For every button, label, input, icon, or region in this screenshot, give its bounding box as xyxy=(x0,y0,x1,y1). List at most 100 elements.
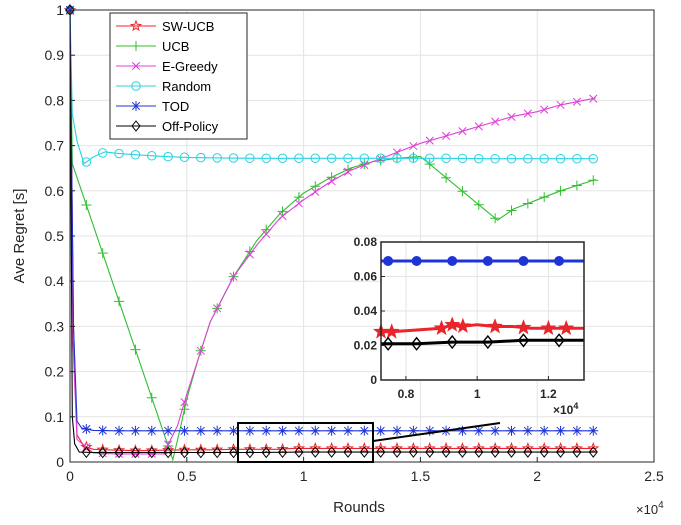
data-point-marker xyxy=(506,446,517,458)
inset-data-marker xyxy=(433,319,450,336)
data-point-marker xyxy=(293,192,304,203)
legend-entry: Random xyxy=(116,79,211,94)
data-point-marker xyxy=(196,152,206,163)
data-point-marker xyxy=(441,172,452,183)
data-point-marker xyxy=(245,250,254,259)
data-point-marker xyxy=(374,441,387,454)
data-point-marker xyxy=(522,425,533,436)
data-point-marker xyxy=(441,153,451,164)
data-point-marker xyxy=(521,441,534,454)
zoom-connector-line xyxy=(372,422,501,442)
inset-series xyxy=(381,255,584,266)
data-point-marker xyxy=(277,446,288,459)
data-point-marker xyxy=(408,446,419,458)
data-point-marker xyxy=(489,441,502,454)
data-point-marker xyxy=(294,199,304,208)
inset-data-marker xyxy=(444,316,461,332)
data-point-marker xyxy=(196,346,205,355)
data-point-marker xyxy=(114,425,125,436)
data-point-marker xyxy=(228,153,239,163)
data-point-marker xyxy=(196,446,206,459)
inset-series-line xyxy=(381,338,584,346)
data-point-marker xyxy=(97,425,108,436)
data-point-marker xyxy=(278,212,287,221)
y-tick-label: 0.5 xyxy=(45,228,65,244)
data-point-marker xyxy=(457,446,468,458)
data-point-marker xyxy=(311,187,320,197)
y-tick-label: 0.1 xyxy=(45,409,65,425)
data-point-marker xyxy=(441,446,451,458)
data-point-marker xyxy=(97,248,108,259)
data-point-marker xyxy=(425,136,434,145)
data-point-marker xyxy=(506,425,517,436)
inset-x-tick-label: 1 xyxy=(474,387,481,401)
inset-data-marker xyxy=(383,255,394,266)
data-point-marker xyxy=(375,153,386,164)
data-point-marker xyxy=(180,398,189,407)
data-point-marker xyxy=(570,441,584,454)
legend-marker xyxy=(131,61,141,71)
legend-label: UCB xyxy=(162,39,189,54)
data-point-marker xyxy=(146,392,157,403)
data-point-marker xyxy=(458,127,467,136)
data-point-marker xyxy=(392,153,402,164)
data-point-marker xyxy=(80,440,93,453)
inset-series xyxy=(372,316,584,339)
data-point-marker xyxy=(539,153,549,164)
data-point-marker xyxy=(343,446,353,458)
data-point-marker xyxy=(554,441,567,454)
legend-entry: UCB xyxy=(116,39,189,54)
data-point-marker xyxy=(213,304,222,313)
data-point-marker xyxy=(506,153,517,164)
data-point-marker xyxy=(474,446,484,458)
data-point-marker xyxy=(491,117,500,126)
data-point-marker xyxy=(228,425,239,436)
data-point-marker xyxy=(277,153,288,164)
data-point-marker xyxy=(294,153,304,164)
data-point-marker xyxy=(146,425,157,436)
data-point-marker xyxy=(359,446,369,458)
inset-x-tick-label: 0.8 xyxy=(398,387,415,401)
legend-entry: TOD xyxy=(116,99,189,114)
data-point-marker xyxy=(523,153,533,164)
y-tick-label: 1 xyxy=(56,2,64,18)
x-tick-label: 0.5 xyxy=(177,468,197,484)
inset-data-marker xyxy=(447,255,458,266)
data-point-marker xyxy=(163,425,174,436)
y-axis-label: Ave Regret [s] xyxy=(11,189,28,284)
data-point-marker xyxy=(164,440,173,449)
data-point-marker xyxy=(212,446,222,459)
data-point-marker xyxy=(423,441,436,454)
data-point-marker xyxy=(293,425,304,436)
zoom-region-box xyxy=(237,422,374,463)
data-point-marker xyxy=(587,441,600,454)
x-multiplier-exponent: 4 xyxy=(658,500,664,511)
data-point-marker xyxy=(457,186,468,197)
inset-zoom-chart: 0.8 1 1.2 0 0.02 0.04 0.06 0.08 ×104 xyxy=(354,235,585,417)
data-point-marker xyxy=(358,441,371,454)
data-point-marker xyxy=(310,153,321,164)
x-tick-label: 1.5 xyxy=(411,468,431,484)
legend-marker xyxy=(131,120,141,132)
data-point-marker xyxy=(114,148,124,159)
data-point-marker xyxy=(457,153,468,164)
data-point-marker xyxy=(360,160,369,170)
data-point-marker xyxy=(375,425,386,436)
inset-data-marker xyxy=(454,317,471,333)
data-point-marker xyxy=(212,153,222,163)
data-point-marker xyxy=(341,441,355,454)
legend-box xyxy=(109,12,248,140)
data-point-marker xyxy=(392,425,403,436)
data-point-marker xyxy=(556,100,565,110)
x-tick-label: 0 xyxy=(66,468,74,484)
data-point-marker xyxy=(572,446,582,458)
series-line xyxy=(69,9,596,165)
data-point-marker xyxy=(490,446,500,458)
y-tick-label: 0.3 xyxy=(45,318,65,334)
inset-y-tick-label: 0.06 xyxy=(354,270,378,284)
data-point-marker xyxy=(130,446,141,459)
data-point-marker xyxy=(505,441,518,454)
data-point-marker xyxy=(245,153,255,163)
data-point-marker xyxy=(588,425,599,436)
